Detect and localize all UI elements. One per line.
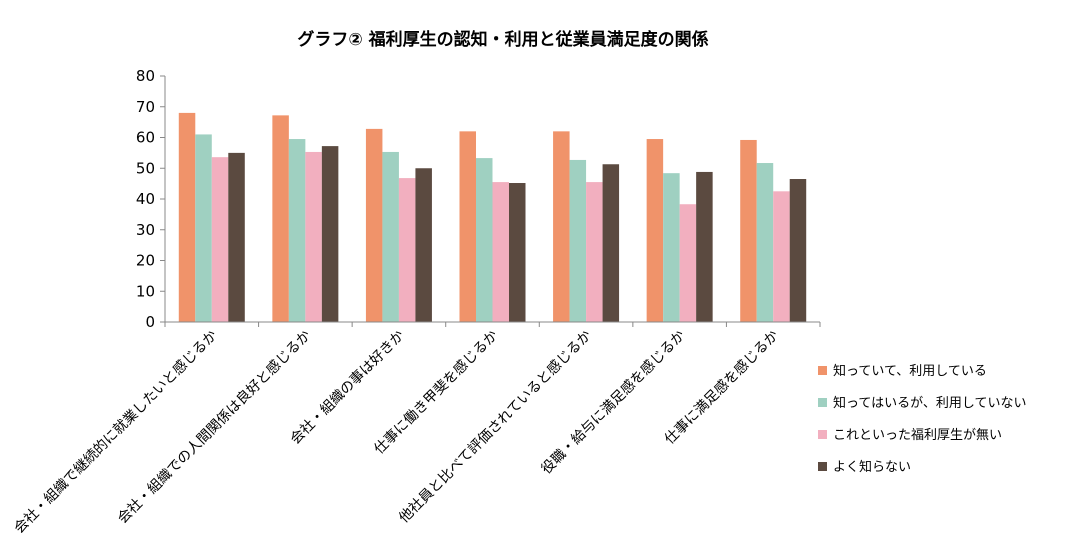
bar [602, 164, 620, 322]
bar [789, 179, 807, 322]
bar [398, 178, 416, 322]
chart-title: グラフ② 福利厚生の認知・利用と従業員満足度の関係 [297, 29, 708, 50]
x-category-label: 会社・組織での人間関係は良好と感じるか [114, 327, 314, 527]
bar [321, 146, 339, 322]
bar [195, 134, 212, 322]
legend-swatch [818, 366, 827, 375]
bar [305, 151, 322, 322]
bar [586, 182, 603, 322]
bar [696, 171, 713, 322]
y-tick-label: 80 [136, 67, 155, 85]
x-axis-categories: 会社・組織で継続的に就業したいと感じるか会社・組織での人間関係は良好と感じるか会… [11, 322, 821, 535]
bar [646, 139, 664, 322]
bar [288, 139, 306, 322]
bar [679, 204, 697, 322]
legend: 知っていて、利用している知ってはいるが、利用していないこれといった福利厚生が無い… [818, 363, 1026, 475]
bar [415, 168, 432, 322]
bar [773, 191, 790, 322]
bar [211, 157, 229, 322]
legend-label: 知っていて、利用している [833, 363, 987, 379]
y-tick-label: 40 [136, 190, 155, 208]
x-category-label: 他社員と比べて評価されていると感じるか [395, 327, 594, 526]
bar [492, 182, 509, 322]
bar [228, 152, 245, 322]
bar [272, 115, 289, 322]
y-axis-ticks: 0 10 20 30 40 50 60 70 80 [136, 67, 165, 331]
bar [740, 139, 757, 322]
bar [382, 151, 399, 322]
legend-swatch [818, 430, 827, 439]
bar [756, 163, 774, 322]
bar [365, 128, 383, 322]
x-category-label: 会社・組織で継続的に就業したいと感じるか [11, 327, 221, 535]
legend-label: よく知らない [833, 459, 911, 475]
y-tick-label: 30 [136, 221, 155, 239]
bar [553, 131, 570, 322]
y-tick-label: 20 [136, 252, 155, 270]
bar [663, 173, 680, 322]
legend-swatch [818, 398, 827, 407]
y-tick-label: 10 [136, 282, 155, 300]
bars [178, 112, 807, 323]
bar [459, 131, 476, 322]
y-tick-label: 50 [136, 159, 155, 177]
y-tick-label: 60 [136, 129, 155, 147]
y-tick-label: 70 [136, 98, 155, 116]
bar [509, 183, 526, 322]
legend-label: これといった福利厚生が無い [833, 428, 1002, 443]
legend-swatch [818, 462, 827, 471]
bar [178, 112, 196, 323]
bar [569, 159, 587, 322]
y-tick-label: 0 [145, 313, 155, 331]
bar [476, 158, 493, 322]
legend-label: 知ってはいるが、利用していない [833, 395, 1026, 411]
